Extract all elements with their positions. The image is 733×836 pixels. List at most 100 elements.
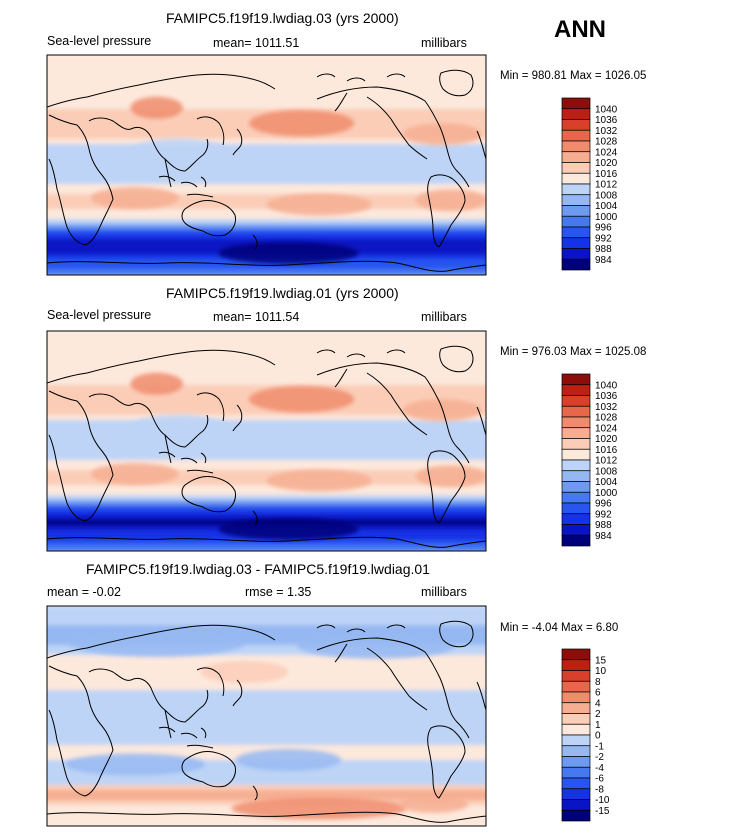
field-band bbox=[47, 380, 486, 387]
field-band bbox=[47, 650, 486, 657]
colorbar-swatch bbox=[561, 448, 591, 461]
field-band bbox=[47, 725, 486, 732]
colorbar-tick-label: 1012 bbox=[595, 456, 618, 467]
field-band bbox=[47, 355, 486, 362]
field-band bbox=[47, 740, 486, 747]
colorbar-tick-label: 1008 bbox=[595, 190, 618, 201]
field-band bbox=[47, 795, 486, 802]
field-band bbox=[47, 625, 486, 632]
panel1-mean-label: mean= 1011.51 bbox=[213, 36, 300, 50]
field-band bbox=[47, 415, 486, 422]
field-band bbox=[47, 184, 486, 191]
colorbar-tick-label: -15 bbox=[595, 806, 610, 817]
colorbar-swatch bbox=[561, 395, 591, 407]
colorbar-swatch bbox=[561, 119, 591, 131]
field-band bbox=[47, 710, 486, 717]
field-band bbox=[47, 465, 486, 472]
panel2-mean-label: mean= 1011.54 bbox=[213, 310, 300, 324]
colorbar-tick-label: 996 bbox=[595, 499, 612, 510]
field-feature bbox=[402, 123, 482, 146]
colorbar-tick-label: 996 bbox=[595, 223, 612, 234]
colorbar-swatch bbox=[561, 691, 591, 704]
colorbar-tick-label: -4 bbox=[595, 763, 604, 774]
field-feature bbox=[130, 372, 184, 395]
panel3-map bbox=[47, 606, 486, 826]
field-band bbox=[47, 505, 486, 512]
field-feature bbox=[297, 632, 456, 659]
field-band bbox=[47, 179, 486, 186]
colorbar-tick-label: 1004 bbox=[595, 201, 618, 212]
colorbar-tick-label: 0 bbox=[595, 731, 601, 742]
field-band bbox=[47, 775, 486, 782]
field-band bbox=[47, 64, 486, 71]
field-band bbox=[47, 269, 486, 275]
colorbar-tick-label: 1036 bbox=[595, 391, 618, 402]
field-band bbox=[47, 174, 486, 181]
colorbar-tick-label: 1032 bbox=[595, 402, 618, 413]
field-feature bbox=[218, 242, 359, 264]
field-band bbox=[47, 745, 486, 752]
colorbar-swatch bbox=[561, 226, 591, 239]
field-feature bbox=[126, 138, 232, 170]
field-feature bbox=[130, 96, 184, 119]
colorbar-tick-label: 1012 bbox=[595, 180, 618, 191]
field-band bbox=[47, 455, 486, 462]
colorbar-tick-label: 988 bbox=[595, 520, 612, 531]
field-band bbox=[47, 189, 486, 196]
colorbar-swatch bbox=[561, 777, 591, 790]
field-band bbox=[47, 229, 486, 236]
field-band bbox=[47, 695, 486, 702]
colorbar-tick-label: 1020 bbox=[595, 158, 618, 169]
field-band bbox=[47, 610, 486, 617]
panel2-units-label: millibars bbox=[421, 310, 467, 324]
colorbar-swatch bbox=[561, 108, 591, 120]
colorbar-swatch bbox=[561, 194, 591, 206]
colorbar-tick-label: 1032 bbox=[595, 126, 618, 137]
field-feature bbox=[248, 110, 355, 137]
field-band bbox=[47, 700, 486, 707]
field-band bbox=[47, 365, 486, 372]
colorbar-swatch bbox=[561, 129, 591, 142]
colorbar-swatch bbox=[561, 416, 591, 429]
panel1-frame bbox=[46, 54, 487, 276]
colorbar-swatch bbox=[561, 140, 591, 153]
colorbar-swatch bbox=[561, 438, 591, 450]
panel1-title: FAMIPC5.f19f19.lwdiag.03 (yrs 2000) bbox=[166, 10, 399, 26]
colorbar-swatch bbox=[561, 648, 591, 661]
season-label: ANN bbox=[554, 16, 606, 43]
field-band bbox=[47, 239, 486, 246]
field-band bbox=[47, 500, 486, 507]
colorbar-swatch bbox=[561, 745, 591, 757]
panel2-field bbox=[47, 331, 486, 551]
colorbar-tick-label: 1000 bbox=[595, 212, 618, 223]
colorbar-swatch bbox=[561, 470, 591, 482]
colorbar-swatch bbox=[561, 513, 591, 525]
field-band bbox=[47, 450, 486, 457]
field-band bbox=[47, 540, 486, 547]
field-band bbox=[47, 385, 486, 392]
colorbar-swatch bbox=[561, 713, 591, 725]
field-band bbox=[47, 169, 486, 176]
panel3-mean-label: mean = -0.02 bbox=[47, 585, 122, 599]
field-band bbox=[47, 780, 486, 787]
field-band bbox=[47, 224, 486, 231]
colorbar-swatch bbox=[561, 427, 591, 439]
colorbar-tick-label: 984 bbox=[595, 531, 612, 542]
colorbar-swatch bbox=[561, 491, 591, 504]
colorbar-swatch bbox=[561, 97, 591, 110]
field-band bbox=[47, 545, 486, 551]
field-band bbox=[47, 350, 486, 357]
field-band bbox=[47, 149, 486, 156]
colorbar-swatch bbox=[561, 502, 591, 515]
field-band bbox=[47, 475, 486, 482]
colorbar-swatch bbox=[561, 258, 591, 271]
colorbar-swatch bbox=[561, 734, 591, 747]
field-band bbox=[47, 264, 486, 271]
field-band bbox=[47, 154, 486, 161]
field-band bbox=[47, 134, 486, 141]
field-band bbox=[47, 209, 486, 216]
field-band bbox=[47, 820, 486, 826]
field-band bbox=[47, 785, 486, 792]
field-feature bbox=[398, 795, 469, 813]
